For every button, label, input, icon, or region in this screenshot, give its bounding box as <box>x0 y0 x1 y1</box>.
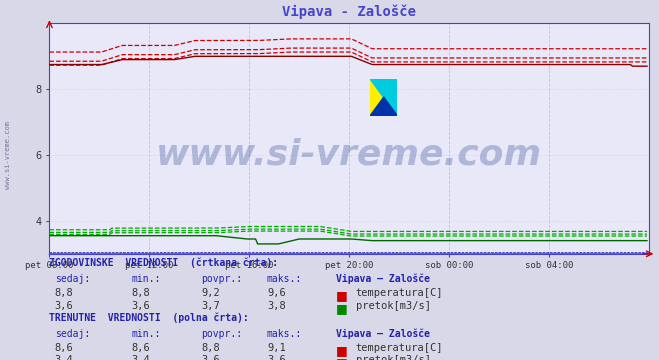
Text: ■: ■ <box>336 289 348 302</box>
Text: 3,6: 3,6 <box>201 355 219 360</box>
Text: min.:: min.: <box>132 274 161 284</box>
Text: Vipava – Zalošče: Vipava – Zalošče <box>336 328 430 339</box>
Text: 8,8: 8,8 <box>201 343 219 353</box>
Text: 3,7: 3,7 <box>201 301 219 311</box>
Text: pretok[m3/s]: pretok[m3/s] <box>356 301 431 311</box>
Text: 3,6: 3,6 <box>267 355 285 360</box>
Text: www.si-vreme.com: www.si-vreme.com <box>156 138 542 172</box>
Text: povpr.:: povpr.: <box>201 274 242 284</box>
Text: pretok[m3/s]: pretok[m3/s] <box>356 355 431 360</box>
Text: www.si-vreme.com: www.si-vreme.com <box>5 121 11 189</box>
Polygon shape <box>370 79 397 116</box>
Text: 8,8: 8,8 <box>132 288 150 298</box>
Text: 3,6: 3,6 <box>55 301 73 311</box>
Text: 3,4: 3,4 <box>132 355 150 360</box>
Text: 8,6: 8,6 <box>55 343 73 353</box>
Text: sedaj:: sedaj: <box>55 329 90 339</box>
Polygon shape <box>370 79 397 116</box>
Text: Vipava – Zalošče: Vipava – Zalošče <box>336 273 430 284</box>
Text: 3,6: 3,6 <box>132 301 150 311</box>
Text: povpr.:: povpr.: <box>201 329 242 339</box>
Text: 3,8: 3,8 <box>267 301 285 311</box>
Text: maks.:: maks.: <box>267 274 302 284</box>
Title: Vipava - Zalošče: Vipava - Zalošče <box>282 5 416 19</box>
Text: min.:: min.: <box>132 329 161 339</box>
Text: temperatura[C]: temperatura[C] <box>356 343 444 353</box>
Text: maks.:: maks.: <box>267 329 302 339</box>
Text: 8,6: 8,6 <box>132 343 150 353</box>
Text: ■: ■ <box>336 356 348 360</box>
Text: 9,6: 9,6 <box>267 288 285 298</box>
Text: 3,4: 3,4 <box>55 355 73 360</box>
Polygon shape <box>370 97 397 116</box>
Text: 8,8: 8,8 <box>55 288 73 298</box>
Text: TRENUTNE  VREDNOSTI  (polna črta):: TRENUTNE VREDNOSTI (polna črta): <box>49 312 249 323</box>
Text: ■: ■ <box>336 344 348 357</box>
Text: temperatura[C]: temperatura[C] <box>356 288 444 298</box>
Text: 9,2: 9,2 <box>201 288 219 298</box>
Text: 9,1: 9,1 <box>267 343 285 353</box>
Text: ■: ■ <box>336 302 348 315</box>
Text: ZGODOVINSKE  VREDNOSTI  (črtkana črta):: ZGODOVINSKE VREDNOSTI (črtkana črta): <box>49 257 279 268</box>
Text: sedaj:: sedaj: <box>55 274 90 284</box>
